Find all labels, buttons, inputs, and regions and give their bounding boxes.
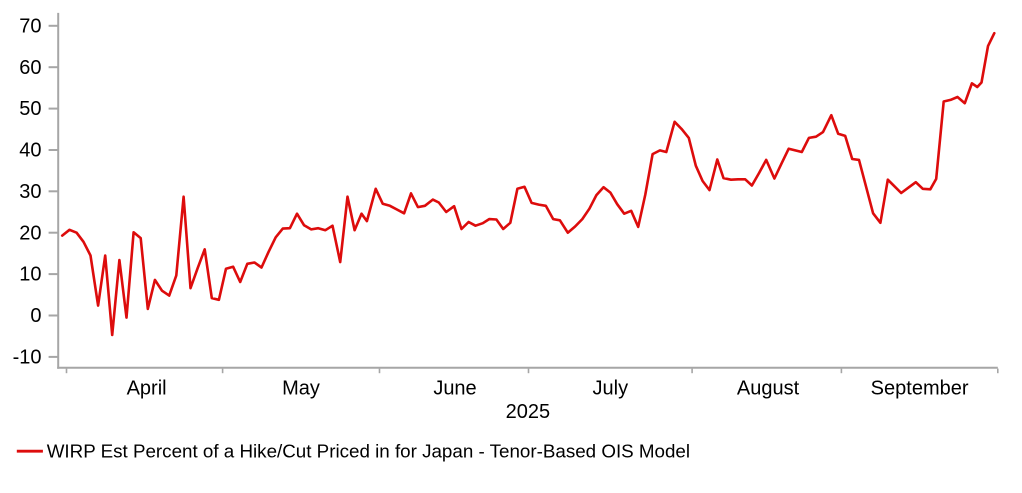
svg-text:70: 70 [19, 15, 41, 37]
svg-text:10: 10 [19, 264, 41, 286]
svg-text:June: June [433, 378, 476, 400]
svg-text:May: May [282, 378, 320, 400]
svg-text:60: 60 [19, 57, 41, 79]
svg-text:40: 40 [19, 140, 41, 162]
svg-text:0: 0 [30, 305, 41, 327]
svg-text:September: September [871, 378, 969, 400]
svg-text:30: 30 [19, 181, 41, 203]
svg-text:-10: -10 [13, 347, 42, 369]
svg-text:WIRP Est Percent of a Hike/Cut: WIRP Est Percent of a Hike/Cut Priced in… [47, 441, 690, 462]
svg-text:July: July [593, 378, 629, 400]
svg-text:20: 20 [19, 222, 41, 244]
svg-text:April: April [127, 378, 167, 400]
svg-text:50: 50 [19, 98, 41, 120]
svg-text:August: August [737, 378, 800, 400]
svg-text:2025: 2025 [506, 401, 551, 423]
